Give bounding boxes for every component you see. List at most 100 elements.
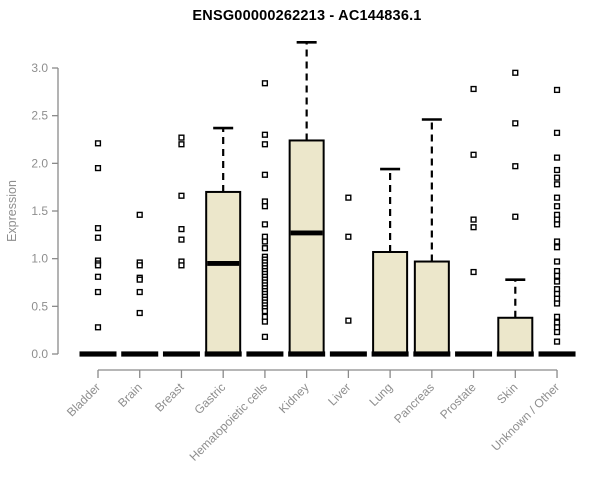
box-rect	[205, 190, 242, 355]
outlier-point	[553, 244, 561, 251]
outlier-point	[512, 69, 519, 76]
boxplot-series-brain	[121, 211, 159, 357]
outlier-point	[136, 276, 143, 283]
outlier-point	[261, 318, 269, 325]
boxplot-series-unknown-other	[538, 86, 576, 357]
outlier-point	[261, 245, 269, 252]
outlier-point	[553, 181, 561, 188]
y-tick-label: 2.0	[31, 156, 48, 170]
boxplot-series-breast	[162, 134, 200, 357]
outlier-point	[553, 129, 561, 136]
x-tick-label-gastric: Gastric	[192, 380, 229, 417]
x-tick-label-prostate: Prostate	[437, 380, 479, 422]
outlier-point	[136, 309, 143, 317]
outlier-point	[345, 233, 352, 240]
y-axis-label: Expression	[5, 180, 19, 242]
outlier-point	[94, 165, 102, 172]
box-rect	[497, 316, 534, 355]
box-rect	[413, 260, 450, 356]
x-tick-label-hematopoietic-cells: Hematopoietic cells	[187, 380, 270, 463]
outlier-point	[470, 151, 477, 158]
outlier-point	[94, 234, 102, 241]
boxplot-series-bladder	[79, 140, 117, 357]
outlier-point	[470, 268, 477, 276]
outlier-point	[470, 85, 477, 93]
outlier-point	[94, 262, 102, 269]
x-tick-label-breast: Breast	[152, 380, 187, 415]
outlier-point	[94, 288, 102, 296]
outlier-point	[553, 328, 561, 336]
zero-bar	[496, 351, 534, 357]
outlier-point	[553, 313, 561, 320]
outlier-point	[261, 333, 269, 340]
boxplot-series-prostate	[455, 85, 493, 357]
outlier-point	[94, 225, 102, 232]
box-rect	[372, 250, 409, 355]
boxplot-series-gastric	[204, 126, 242, 357]
outlier-point	[553, 272, 561, 279]
y-tick-label: 2.5	[31, 109, 48, 123]
y-tick-label: 1.5	[31, 204, 48, 218]
x-tick-label-skin: Skin	[494, 380, 520, 406]
zero-bar	[79, 351, 117, 357]
box-rect	[288, 139, 325, 355]
outlier-point	[553, 174, 561, 181]
outlier-point	[178, 141, 185, 148]
boxplot-series-lung	[371, 167, 409, 357]
zero-bar	[204, 351, 242, 357]
y-tick-label: 1.0	[31, 252, 48, 266]
boxplot-series-pancreas	[413, 118, 451, 357]
x-tick-label-lung: Lung	[366, 380, 395, 409]
outlier-point	[553, 86, 561, 94]
y-tick-label: 0.5	[31, 299, 48, 313]
outlier-point	[470, 224, 477, 231]
outlier-point	[261, 238, 269, 245]
boxplot-series-skin	[496, 69, 534, 357]
y-tick-label: 0.0	[31, 347, 48, 361]
outlier-point	[512, 213, 519, 220]
zero-bar	[288, 351, 326, 357]
zero-bar	[538, 351, 576, 357]
zero-bar	[162, 351, 200, 357]
outlier-point	[136, 288, 143, 296]
outlier-point	[553, 258, 561, 265]
outlier-point	[178, 134, 185, 141]
boxplot-series-hematopoietic-cells	[246, 80, 284, 357]
outlier-point	[178, 192, 185, 199]
outlier-point	[345, 317, 352, 324]
zero-bar	[121, 351, 159, 357]
outlier-point	[553, 154, 561, 161]
y-tick-label: 3.0	[31, 61, 48, 75]
x-tick-label-bladder: Bladder	[64, 380, 103, 419]
outlier-point	[470, 216, 477, 223]
outlier-point	[553, 203, 561, 210]
outlier-point	[553, 221, 561, 228]
outlier-point	[553, 238, 561, 245]
zero-bar	[246, 351, 284, 357]
outlier-point	[553, 338, 561, 345]
outlier-point	[512, 163, 519, 170]
x-tick-label-liver: Liver	[325, 380, 353, 408]
zero-bar	[413, 351, 451, 357]
outlier-point	[345, 194, 352, 201]
chart-title: ENSG00000262213 - AC144836.1	[192, 8, 422, 24]
outlier-point	[261, 221, 269, 228]
boxplot-series-kidney	[288, 40, 326, 357]
outlier-point	[261, 131, 269, 138]
outlier-point	[553, 300, 561, 307]
outlier-point	[136, 262, 143, 269]
outlier-point	[136, 211, 143, 218]
outlier-point	[261, 171, 269, 178]
x-tick-label-kidney: Kidney	[276, 380, 312, 416]
zero-bar	[371, 351, 409, 357]
zero-bar	[455, 351, 493, 357]
outlier-point	[178, 262, 185, 269]
outlier-point	[261, 308, 269, 315]
outlier-point	[94, 273, 102, 280]
zero-bar	[329, 351, 367, 357]
outlier-point	[553, 166, 561, 174]
outlier-point	[178, 226, 185, 233]
outlier-point	[94, 140, 102, 147]
